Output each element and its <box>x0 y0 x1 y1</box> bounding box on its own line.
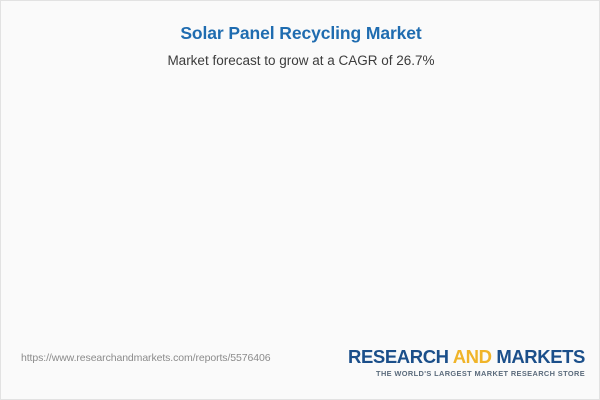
logo-word-markets: MARKETS <box>491 346 585 367</box>
logo-word-and: AND <box>452 346 492 367</box>
chart-plot-area: USD 241.88 Million <box>1 1 599 346</box>
page-title: Solar Panel Recycling Market <box>180 23 422 43</box>
research-and-markets-logo[interactable]: RESEARCH AND MARKETS THE WORLD'S LARGEST… <box>348 346 585 378</box>
logo-word-research: RESEARCH <box>348 346 453 367</box>
source-url-link[interactable]: https://www.researchandmarkets.com/repor… <box>21 352 271 364</box>
chart-subtitle: Market forecast to grow at a CAGR of 26.… <box>167 53 435 68</box>
logo-wordmark: RESEARCH AND MARKETS <box>348 346 585 368</box>
footer: https://www.researchandmarkets.com/repor… <box>1 344 599 399</box>
logo-tagline: THE WORLD'S LARGEST MARKET RESEARCH STOR… <box>376 369 585 378</box>
